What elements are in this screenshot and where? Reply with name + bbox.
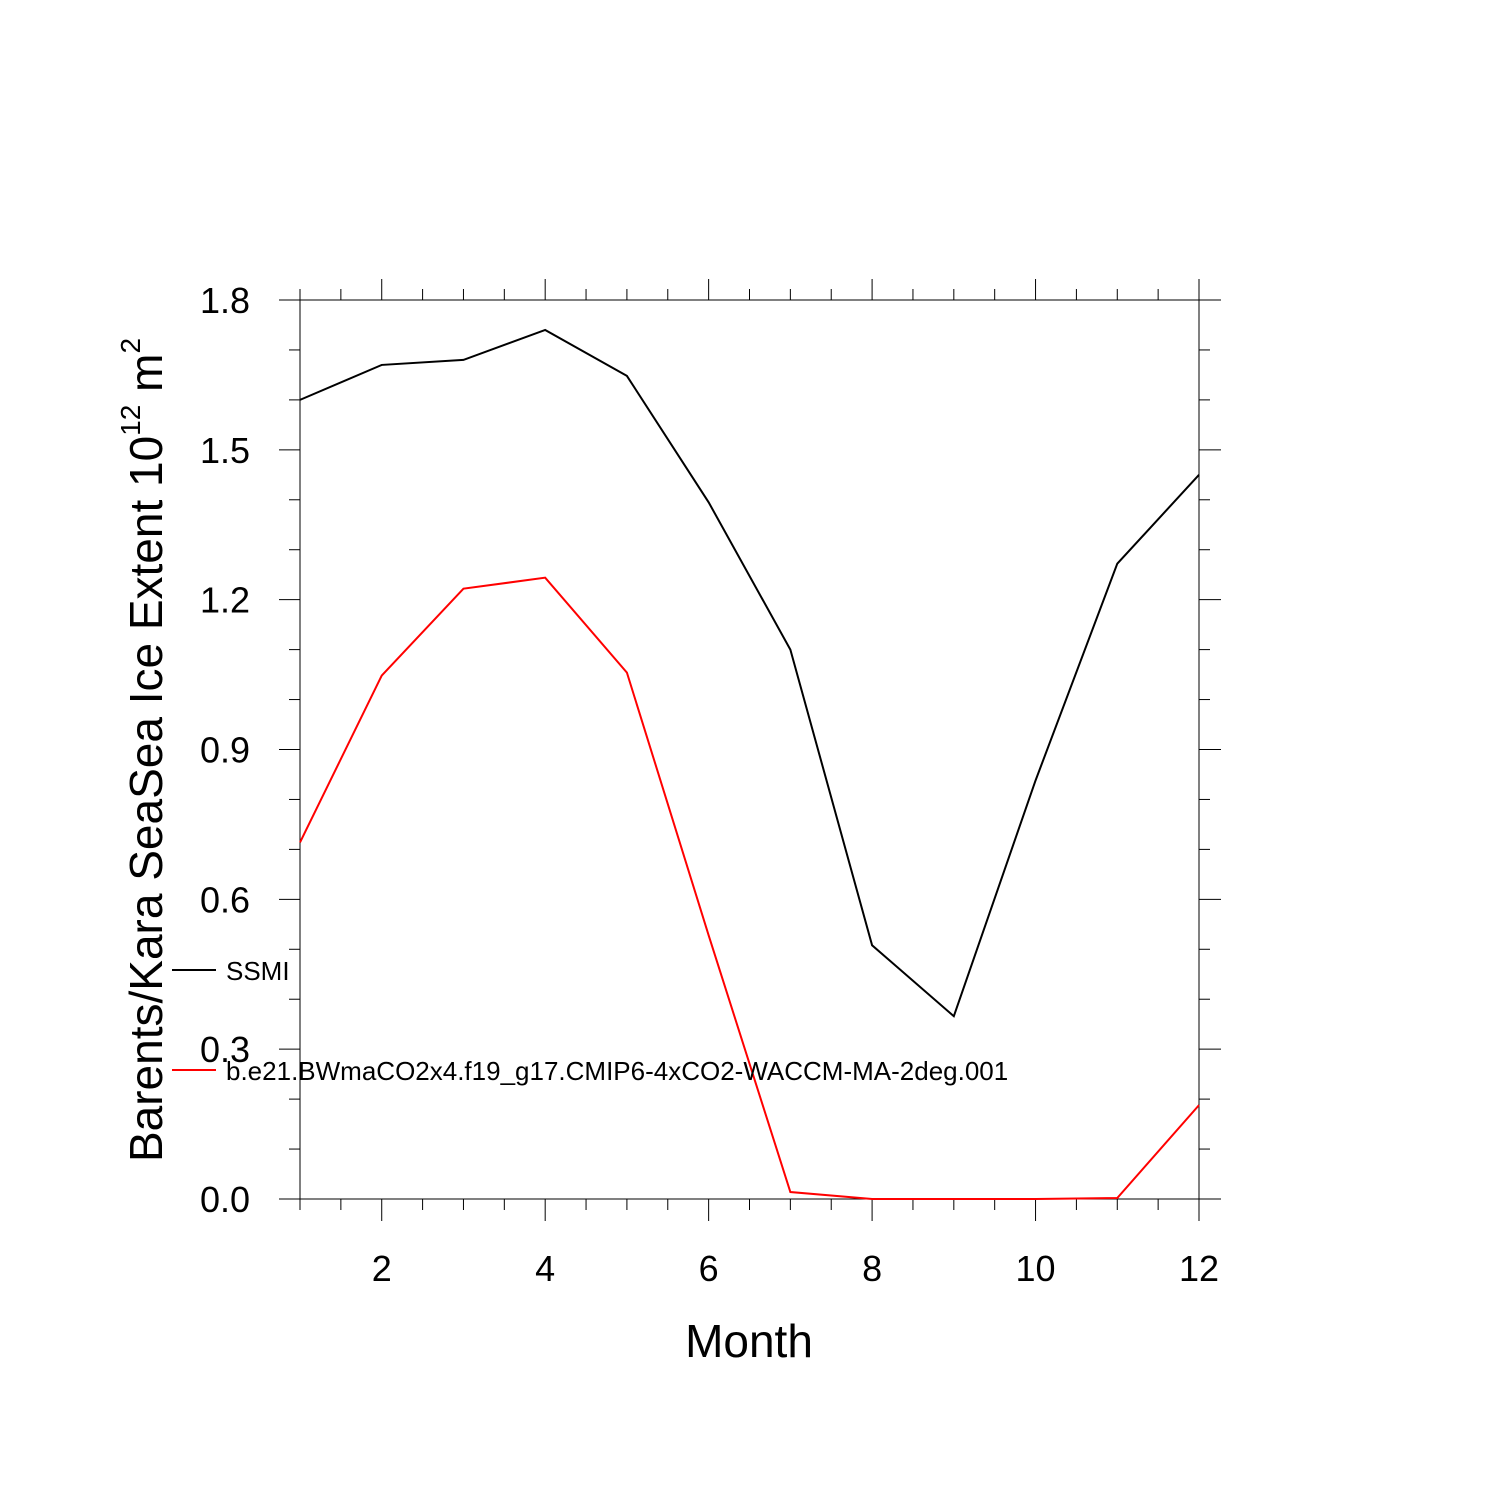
x-tick-label: 8 xyxy=(862,1248,882,1289)
x-tick-label: 12 xyxy=(1179,1248,1219,1289)
data-line xyxy=(299,328,1200,1018)
y-tick-label: 1.2 xyxy=(200,580,250,621)
x-tick-label: 4 xyxy=(535,1248,555,1289)
x-axis-label: Month xyxy=(685,1315,813,1367)
y-label-sup: 12 xyxy=(115,405,146,436)
y-axis-label: Barents/Kara SeaSea Ice Extent 1012 m2 xyxy=(115,338,172,1162)
y-tick-label: 0.9 xyxy=(200,730,250,771)
y-tick-label: 0.6 xyxy=(200,879,250,920)
x-tick-label: 6 xyxy=(699,1248,719,1289)
y-tick-label: 1.8 xyxy=(200,280,250,321)
x-tick-label: 2 xyxy=(372,1248,392,1289)
y-tick-label: 1.5 xyxy=(200,430,250,471)
y-tick-label: 0.0 xyxy=(200,1179,250,1220)
y-tick-label: 0.3 xyxy=(200,1029,250,1070)
x-tick-label: 10 xyxy=(1016,1248,1056,1289)
y-label-sup: 2 xyxy=(115,338,146,354)
data-line xyxy=(299,576,1200,1200)
legend-label: b.e21.BWmaCO2x4.f19_g17.CMIP6-4xCO2-WACC… xyxy=(226,1056,1008,1086)
y-label-unit: m xyxy=(120,354,172,405)
y-label-text: Barents/Kara SeaSea Ice Extent 10 xyxy=(120,436,172,1162)
legend-label: SSMI xyxy=(226,956,290,986)
